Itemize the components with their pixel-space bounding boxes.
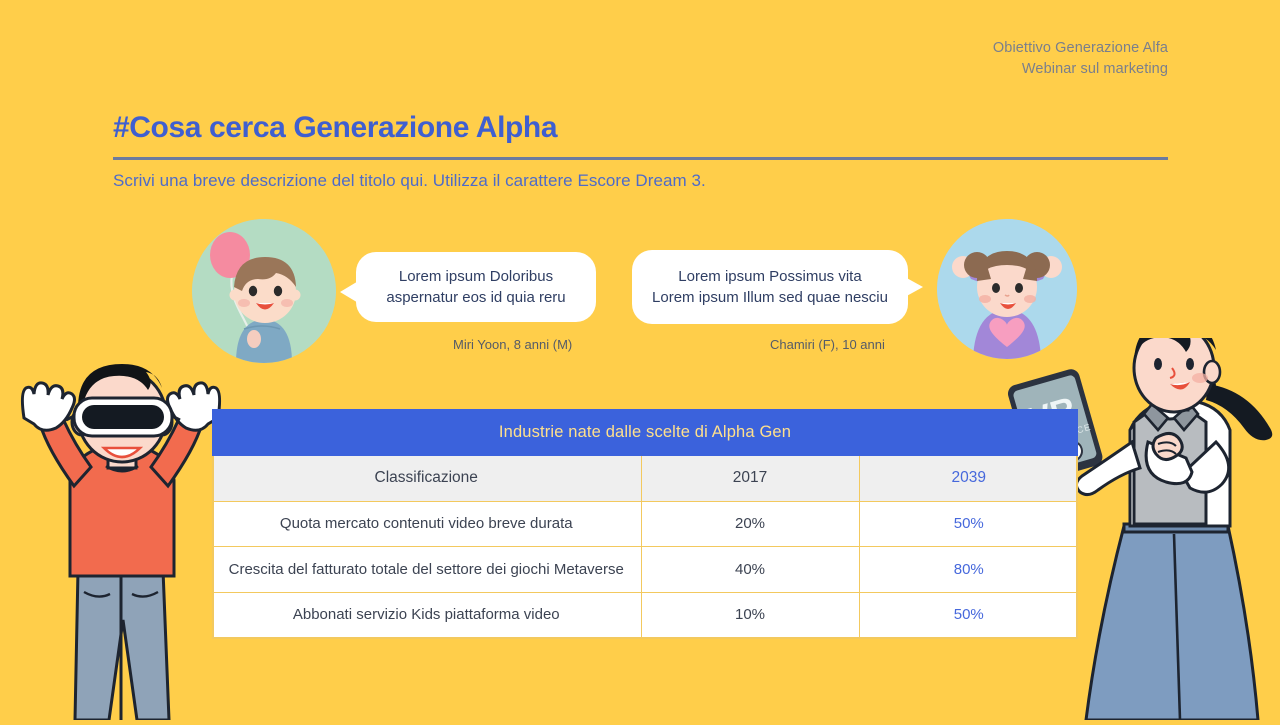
row-value-2017: 20%	[641, 501, 860, 547]
row-value-2017: 10%	[641, 592, 860, 639]
table-right-border	[1076, 456, 1078, 638]
header-line-1: Obiettivo Generazione Alfa	[992, 40, 1168, 56]
row-value-2017: 40%	[641, 546, 860, 593]
bubble-left-line-1: Lorem ipsum Doloribus	[398, 267, 554, 285]
bubble-right-line-1: Lorem ipsum Possimus vita	[678, 267, 862, 285]
speech-bubble-right: Lorem ipsum Possimus vita Lorem ipsum Il…	[632, 250, 908, 324]
avatar-boy-with-balloon	[192, 219, 336, 363]
speech-bubble-tail-right	[903, 276, 923, 298]
header-line-2: Webinar sul marketing	[1021, 61, 1168, 78]
bubble-right-line-2: Lorem ipsum Illum sed quae nesciu	[652, 289, 888, 306]
caption-left: Miri Yoon, 8 anni (M)	[453, 337, 573, 352]
table-row: Abbonati servizio Kids piattaforma video…	[212, 592, 1078, 639]
title-divider	[113, 157, 1168, 160]
table-left-border	[212, 456, 214, 638]
page-subtitle: Scrivi una breve descrizione del titolo …	[113, 171, 706, 190]
speech-bubble-tail-left	[340, 280, 360, 304]
column-header-2039: 2039	[859, 456, 1078, 502]
column-header-classification: Classificazione	[212, 456, 642, 502]
illustration-boy-with-vr-headset	[8, 360, 258, 722]
page-title: #Cosa cerca Generazione Alpha	[113, 111, 558, 144]
header-meta: Obiettivo Generazione Alfa Webinar sul m…	[993, 38, 1168, 80]
speech-bubble-left: Lorem ipsum Doloribus aspernatur eos id …	[356, 252, 596, 322]
row-label: Quota mercato contenuti video breve dura…	[212, 501, 642, 547]
industries-table: Classificazione 2017 2039 Quota mercato …	[212, 456, 1078, 639]
row-value-2039: 50%	[859, 592, 1078, 639]
avatar-girl-cheering	[937, 219, 1077, 359]
bubble-left-line-2: aspernatur eos id quia reru	[386, 289, 566, 306]
caption-right: Chamiri (F), 10 anni	[770, 337, 885, 352]
table-row: Quota mercato contenuti video breve dura…	[212, 501, 1078, 547]
row-value-2039: 80%	[859, 546, 1078, 593]
table-header-row: Classificazione 2017 2039	[212, 456, 1078, 502]
column-header-2017: 2017	[641, 456, 860, 502]
row-value-2039: 50%	[859, 501, 1078, 547]
row-label: Crescita del fatturato totale del settor…	[212, 546, 642, 593]
illustration-girl-with-tablet	[1075, 320, 1280, 722]
table-banner: Industrie nate dalle scelte di Alpha Gen	[212, 409, 1078, 456]
table-row: Crescita del fatturato totale del settor…	[212, 546, 1078, 593]
row-label: Abbonati servizio Kids piattaforma video	[212, 592, 642, 639]
data-table-container: Industrie nate dalle scelte di Alpha Gen…	[212, 409, 1078, 639]
